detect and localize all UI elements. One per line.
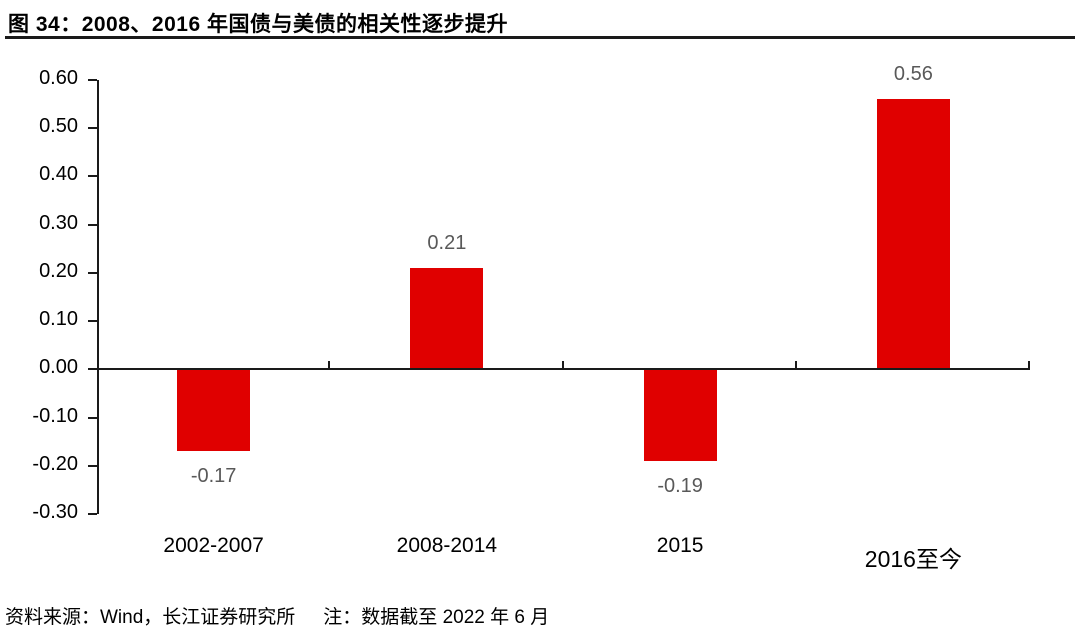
bar-value-label: -0.19 — [657, 474, 703, 497]
x-tick-mark — [561, 361, 564, 369]
y-tick-mark — [88, 416, 97, 419]
y-tick-mark — [88, 320, 97, 323]
y-tick-mark — [88, 175, 97, 178]
bar-2016至今 — [876, 99, 950, 370]
y-axis-line — [97, 80, 99, 514]
x-category-label: 2008-2014 — [396, 534, 498, 557]
x-category-label: 2015 — [656, 534, 704, 557]
y-tick-label: -0.10 — [32, 404, 78, 427]
bar-value-label: -0.17 — [190, 465, 237, 488]
bar-2015 — [643, 369, 717, 461]
y-tick-label: 0.50 — [39, 115, 78, 138]
x-category-label: 2002-2007 — [163, 534, 264, 557]
x-category-label: 2016至今 — [864, 546, 962, 572]
y-tick-mark — [88, 223, 97, 226]
y-tick-mark — [88, 368, 97, 371]
y-tick-label: 0.30 — [39, 211, 78, 234]
footer: 资料来源：Wind，长江证券研究所 注：数据截至 2022 年 6 月 — [5, 602, 549, 629]
y-tick-mark — [88, 513, 97, 515]
y-tick-label: -0.20 — [32, 452, 78, 475]
y-tick-label: 0.40 — [39, 163, 78, 186]
bar-2002-2007 — [177, 369, 251, 452]
y-tick-label: 0.00 — [39, 356, 78, 379]
note-text: 注：数据截至 2022 年 6 月 — [323, 607, 550, 628]
x-tick-mark — [794, 361, 797, 369]
x-tick-mark — [1028, 361, 1030, 369]
y-tick-mark — [88, 464, 97, 467]
title-underline — [5, 36, 1075, 39]
figure-title: 图 34：2008、2016 年国债与美债的相关性逐步提升 — [8, 13, 508, 36]
y-tick-label: 0.10 — [39, 308, 78, 331]
bar-value-label: 0.56 — [893, 63, 933, 86]
y-tick-label: -0.30 — [32, 501, 78, 523]
bar-value-label: 0.21 — [427, 232, 467, 255]
x-tick-mark — [328, 361, 331, 369]
bar-chart: 0.60 0.50 0.40 0.30 0.20 0.10 0.00 -0.10 -0.20 -0… — [32, 63, 1030, 572]
y-tick-mark — [88, 79, 97, 81]
y-tick-label: 0.60 — [39, 67, 78, 89]
y-tick-mark — [88, 271, 97, 274]
bar-2008-2014 — [410, 268, 484, 370]
source-text: 资料来源：Wind，长江证券研究所 — [5, 607, 296, 628]
y-tick-label: 0.20 — [39, 259, 78, 282]
y-tick-mark — [88, 127, 97, 130]
x-axis-line — [97, 368, 1030, 371]
